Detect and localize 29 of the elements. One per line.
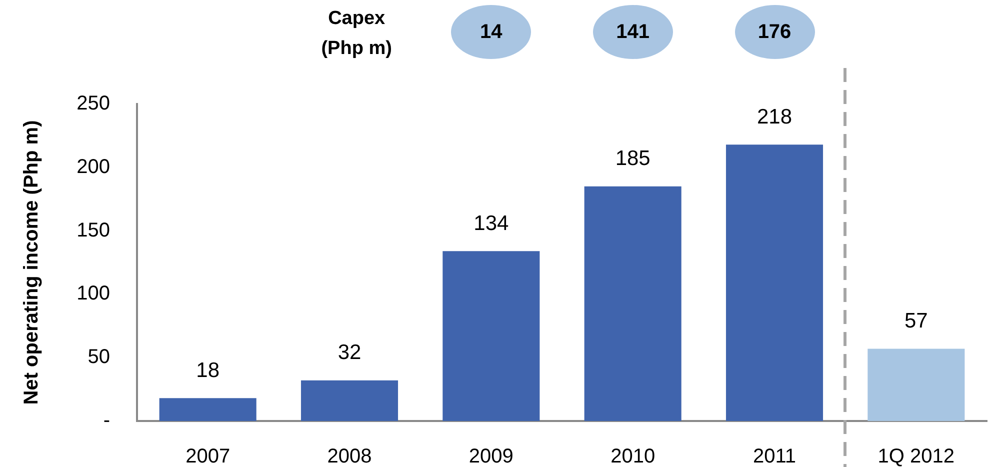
bar <box>159 398 256 421</box>
x-tick-label: 2008 <box>327 446 372 467</box>
bar <box>868 348 965 421</box>
x-tick-label: 2009 <box>468 446 514 467</box>
bar <box>726 144 824 421</box>
y-tick-label: - <box>103 410 110 432</box>
data-label: 185 <box>615 147 650 170</box>
bar <box>584 186 682 421</box>
text: 176 <box>758 20 792 44</box>
data-label: 57 <box>904 310 928 333</box>
text: 141 <box>616 20 650 44</box>
y-tick-label: 50 <box>88 346 110 368</box>
x-tick-label: 2011 <box>752 446 796 467</box>
data-label: 218 <box>756 105 792 128</box>
data-label: 32 <box>338 341 362 364</box>
data-label: 18 <box>196 358 220 382</box>
bar <box>442 251 540 421</box>
text: Capex (Php m) <box>320 7 393 61</box>
bar <box>300 380 398 421</box>
x-tick-label: 1Q 2012 <box>878 446 955 467</box>
text: 14 <box>480 20 502 44</box>
y-tick-label: 250 <box>76 92 110 115</box>
data-label: 134 <box>474 212 509 235</box>
x-tick-label: 2010 <box>610 446 656 467</box>
y-tick-label: 150 <box>76 219 110 242</box>
x-tick-label: 2007 <box>186 446 230 467</box>
y-tick-label: 100 <box>76 282 110 305</box>
y-tick-label: 200 <box>76 156 110 178</box>
y-axis-title: Net operating income (Php m) <box>20 120 43 405</box>
